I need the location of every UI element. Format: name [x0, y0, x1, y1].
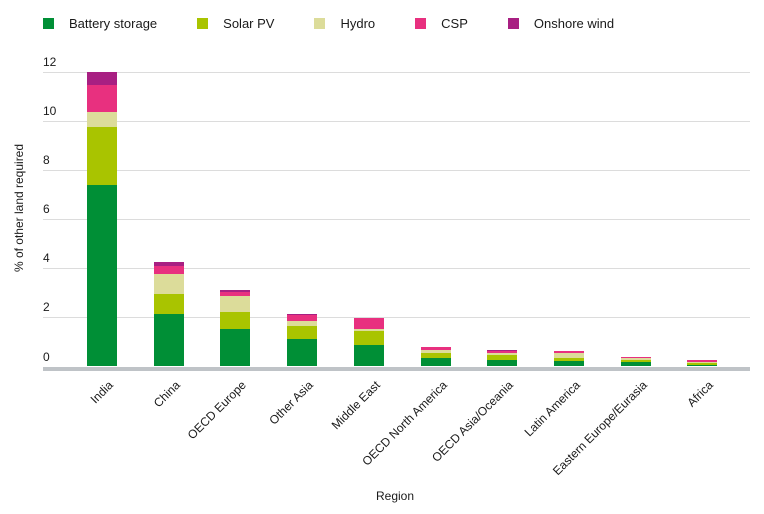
bar-other-asia: [287, 313, 317, 367]
bar-segment-csp: [554, 351, 584, 353]
x-tick-label: China: [150, 378, 183, 411]
y-tick-label: 10: [43, 104, 57, 118]
bar-segment-csp: [687, 359, 717, 362]
y-axis-label: % of other land required: [12, 143, 26, 273]
x-axis-line: [43, 367, 750, 371]
bar-segment-solar-pv: [621, 360, 651, 362]
legend: Battery storage Solar PV Hydro CSP Onshore w…: [43, 16, 614, 31]
bar-oecd-europe: [220, 290, 250, 367]
bar-segment-solar-pv: [220, 312, 250, 329]
bar-segment-csp: [421, 347, 451, 351]
y-tick-label: 2: [43, 300, 50, 314]
bar-middle-east: [354, 317, 384, 367]
gridline: [43, 121, 750, 122]
bar-segment-battery-storage: [287, 338, 317, 367]
y-tick-label: 8: [43, 153, 50, 167]
bar-segment-solar-pv: [287, 325, 317, 339]
bar-china: [154, 262, 184, 367]
bar-segment-csp: [220, 292, 250, 297]
x-tick-label: Middle East: [328, 378, 383, 433]
legend-label: Onshore wind: [533, 16, 615, 31]
legend-swatch: [507, 18, 519, 29]
legend-item-battery-storage: Battery storage: [43, 16, 157, 31]
bar-segment-hydro: [421, 350, 451, 353]
bar-segment-solar-pv: [87, 126, 117, 185]
bar-segment-csp: [87, 85, 117, 113]
bar-segment-hydro: [487, 352, 517, 356]
x-tick-label: Other Asia: [266, 378, 316, 428]
bar-segment-hydro: [554, 353, 584, 358]
bar-segment-onshore-wind: [154, 262, 184, 267]
x-tick-label: India: [87, 378, 116, 407]
bar-segment-battery-storage: [220, 328, 250, 367]
y-tick-label: 4: [43, 251, 50, 265]
legend-label: CSP: [441, 16, 468, 31]
bar-segment-hydro: [354, 328, 384, 331]
bar-segment-csp: [354, 317, 384, 329]
y-tick-label: 6: [43, 202, 50, 216]
legend-swatch: [415, 18, 427, 29]
x-tick-label: Africa: [684, 378, 716, 410]
legend-swatch: [314, 18, 326, 29]
bar-segment-solar-pv: [421, 352, 451, 358]
bar-segment-onshore-wind: [287, 313, 317, 316]
y-tick-label: 12: [43, 55, 57, 69]
legend-item-csp: CSP: [415, 16, 468, 31]
bar-segment-battery-storage: [421, 357, 451, 367]
legend-swatch: [43, 18, 54, 29]
bar-segment-battery-storage: [354, 344, 384, 367]
bar-segment-battery-storage: [487, 359, 517, 367]
gridline: [43, 317, 750, 318]
gridline: [43, 268, 750, 269]
bar-segment-solar-pv: [487, 355, 517, 360]
bar-segment-hydro: [154, 274, 184, 295]
bar-segment-csp: [487, 351, 517, 353]
bar-segment-hydro: [687, 361, 717, 363]
bar-segment-hydro: [621, 358, 651, 361]
legend-label: Hydro: [340, 16, 376, 31]
legend-item-solar-pv: Solar PV: [197, 16, 274, 31]
bar-segment-battery-storage: [554, 361, 584, 367]
bar-segment-battery-storage: [687, 364, 717, 367]
bar-segment-hydro: [287, 321, 317, 326]
x-tick-label: Latin America: [521, 378, 583, 440]
legend-item-onshore-wind: Onshore wind: [507, 16, 615, 31]
x-axis-label: Region: [376, 489, 415, 503]
bar-india: [87, 72, 117, 367]
legend-item-hydro: Hydro: [314, 16, 375, 31]
gridline: [43, 72, 750, 73]
bar-segment-solar-pv: [154, 294, 184, 314]
bar-segment-battery-storage: [87, 184, 117, 367]
bar-segment-csp: [154, 266, 184, 275]
bar-segment-csp: [287, 315, 317, 322]
bar-oecd-asia-oceania: [487, 350, 517, 367]
gridline: [43, 219, 750, 220]
bar-eastern-europe-eurasia: [621, 357, 651, 367]
bar-oecd-north-america: [421, 347, 451, 367]
bar-segment-onshore-wind: [87, 72, 117, 86]
bar-segment-csp: [621, 357, 651, 359]
y-tick-label: 0: [43, 350, 50, 364]
bar-segment-onshore-wind: [487, 350, 517, 352]
x-tick-label: OECD Europe: [184, 378, 249, 443]
bar-segment-solar-pv: [554, 357, 584, 362]
bar-segment-battery-storage: [154, 313, 184, 367]
bar-segment-hydro: [87, 112, 117, 127]
bar-latin-america: [554, 351, 584, 367]
bar-segment-onshore-wind: [220, 290, 250, 293]
legend-swatch: [197, 18, 209, 29]
gridline: [43, 170, 750, 171]
bar-africa: [687, 359, 717, 367]
bar-segment-solar-pv: [354, 330, 384, 345]
legend-label: Battery storage: [69, 16, 158, 31]
bar-segment-battery-storage: [621, 361, 651, 367]
bar-segment-hydro: [220, 296, 250, 313]
legend-label: Solar PV: [223, 16, 275, 31]
bar-segment-solar-pv: [687, 362, 717, 365]
